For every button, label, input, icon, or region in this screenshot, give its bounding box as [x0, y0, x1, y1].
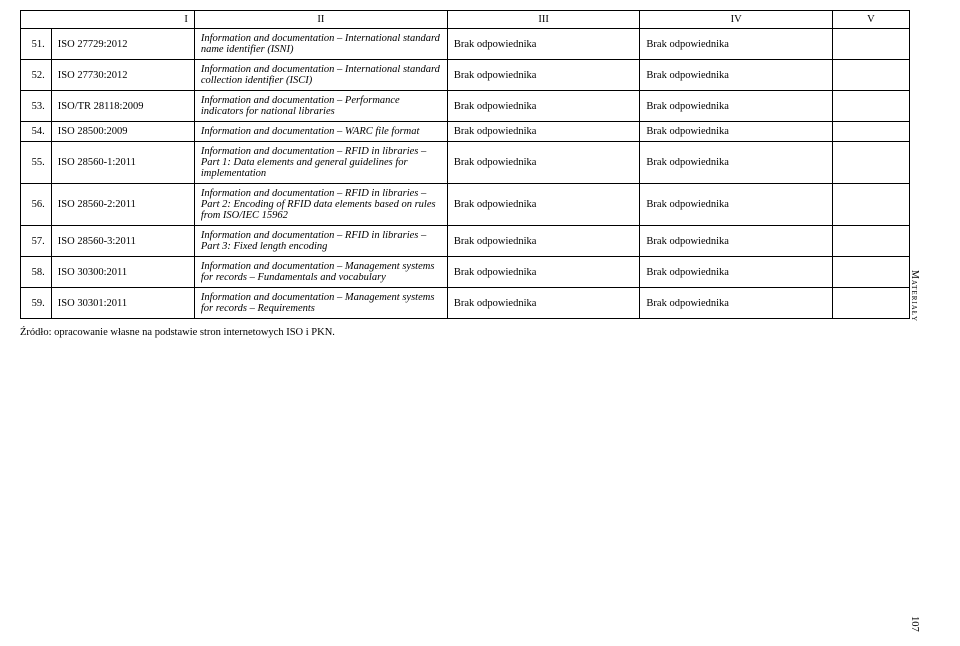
standard-title: Information and documentation – RFID in …	[194, 226, 447, 257]
cell-col-3: Brak odpowiednika	[447, 257, 640, 288]
cell-col-3: Brak odpowiednika	[447, 142, 640, 184]
row-number: 53.	[21, 91, 52, 122]
iso-code: ISO 28560-2:2011	[51, 184, 194, 226]
header-col-5: V	[832, 11, 909, 29]
table-row: 58.ISO 30300:2011Information and documen…	[21, 257, 910, 288]
row-number: 59.	[21, 288, 52, 319]
cell-col-3: Brak odpowiednika	[447, 29, 640, 60]
cell-col-4: Brak odpowiednika	[640, 257, 833, 288]
iso-code: ISO/TR 28118:2009	[51, 91, 194, 122]
header-col-4: IV	[640, 11, 833, 29]
table-row: 51.ISO 27729:2012Information and documen…	[21, 29, 910, 60]
row-number: 52.	[21, 60, 52, 91]
standard-title: Information and documentation – RFID in …	[194, 142, 447, 184]
table-row: 59.ISO 30301:2011Information and documen…	[21, 288, 910, 319]
cell-col-3: Brak odpowiednika	[447, 122, 640, 142]
row-number: 55.	[21, 142, 52, 184]
cell-col-4: Brak odpowiednika	[640, 184, 833, 226]
cell-col-4: Brak odpowiednika	[640, 60, 833, 91]
cell-col-4: Brak odpowiednika	[640, 29, 833, 60]
iso-code: ISO 30301:2011	[51, 288, 194, 319]
cell-col-3: Brak odpowiednika	[447, 184, 640, 226]
row-number: 58.	[21, 257, 52, 288]
standard-title: Information and documentation – Manageme…	[194, 257, 447, 288]
iso-code: ISO 28560-3:2011	[51, 226, 194, 257]
cell-col-5	[832, 91, 909, 122]
iso-code: ISO 28560-1:2011	[51, 142, 194, 184]
table-row: 54.ISO 28500:2009Information and documen…	[21, 122, 910, 142]
cell-col-3: Brak odpowiednika	[447, 91, 640, 122]
table-row: 53.ISO/TR 28118:2009Information and docu…	[21, 91, 910, 122]
cell-col-4: Brak odpowiednika	[640, 226, 833, 257]
row-number: 57.	[21, 226, 52, 257]
cell-col-4: Brak odpowiednika	[640, 142, 833, 184]
cell-col-4: Brak odpowiednika	[640, 91, 833, 122]
header-col-3: III	[447, 11, 640, 29]
table-row: 56.ISO 28560-2:2011Information and docum…	[21, 184, 910, 226]
row-number: 51.	[21, 29, 52, 60]
row-number: 54.	[21, 122, 52, 142]
iso-code: ISO 28500:2009	[51, 122, 194, 142]
standard-title: Information and documentation – Internat…	[194, 60, 447, 91]
iso-code: ISO 27730:2012	[51, 60, 194, 91]
cell-col-3: Brak odpowiednika	[447, 60, 640, 91]
cell-col-5	[832, 60, 909, 91]
standard-title: Information and documentation – Manageme…	[194, 288, 447, 319]
source-line: Źródło: opracowanie własne na podstawie …	[20, 327, 940, 338]
row-number: 56.	[21, 184, 52, 226]
page-number: 107	[909, 616, 920, 632]
cell-col-5	[832, 184, 909, 226]
standard-title: Information and documentation – Internat…	[194, 29, 447, 60]
cell-col-3: Brak odpowiednika	[447, 226, 640, 257]
cell-col-5	[832, 142, 909, 184]
cell-col-5	[832, 288, 909, 319]
header-row: I II III IV V	[21, 11, 910, 29]
standard-title: Information and documentation – RFID in …	[194, 184, 447, 226]
cell-col-4: Brak odpowiednika	[640, 288, 833, 319]
cell-col-5	[832, 226, 909, 257]
sidebar-label: Materiały	[909, 270, 920, 322]
standards-table: I II III IV V 51.ISO 27729:2012Informati…	[20, 10, 910, 319]
iso-code: ISO 27729:2012	[51, 29, 194, 60]
standard-title: Information and documentation – Performa…	[194, 91, 447, 122]
cell-col-3: Brak odpowiednika	[447, 288, 640, 319]
cell-col-5	[832, 29, 909, 60]
table-row: 55.ISO 28560-1:2011Information and docum…	[21, 142, 910, 184]
cell-col-5	[832, 257, 909, 288]
iso-code: ISO 30300:2011	[51, 257, 194, 288]
header-col-1: I	[21, 11, 195, 29]
header-col-2: II	[194, 11, 447, 29]
table-row: 57.ISO 28560-3:2011Information and docum…	[21, 226, 910, 257]
cell-col-5	[832, 122, 909, 142]
table-row: 52.ISO 27730:2012Information and documen…	[21, 60, 910, 91]
standard-title: Information and documentation – WARC fil…	[194, 122, 447, 142]
cell-col-4: Brak odpowiednika	[640, 122, 833, 142]
